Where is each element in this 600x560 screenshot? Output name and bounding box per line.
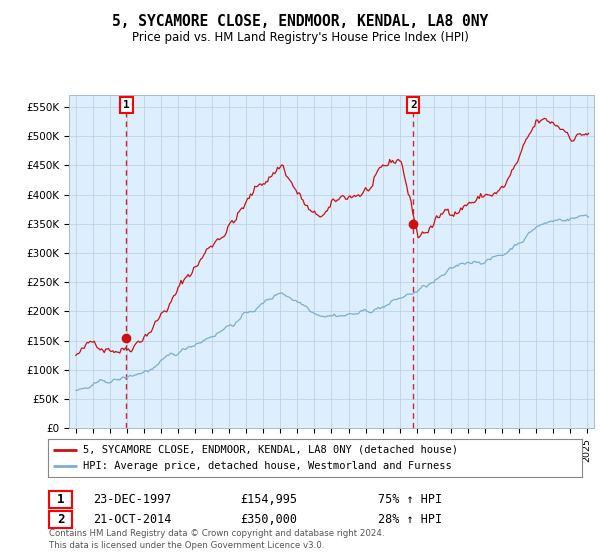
Text: 2: 2: [410, 100, 416, 110]
Text: £350,000: £350,000: [240, 513, 297, 526]
Text: Price paid vs. HM Land Registry's House Price Index (HPI): Price paid vs. HM Land Registry's House …: [131, 31, 469, 44]
Text: £154,995: £154,995: [240, 493, 297, 506]
Text: 75% ↑ HPI: 75% ↑ HPI: [378, 493, 442, 506]
Text: 5, SYCAMORE CLOSE, ENDMOOR, KENDAL, LA8 0NY: 5, SYCAMORE CLOSE, ENDMOOR, KENDAL, LA8 …: [112, 14, 488, 29]
Text: Contains HM Land Registry data © Crown copyright and database right 2024.: Contains HM Land Registry data © Crown c…: [49, 529, 385, 538]
Text: This data is licensed under the Open Government Licence v3.0.: This data is licensed under the Open Gov…: [49, 541, 325, 550]
Text: 28% ↑ HPI: 28% ↑ HPI: [378, 513, 442, 526]
Text: 1: 1: [123, 100, 130, 110]
Text: 21-OCT-2014: 21-OCT-2014: [93, 513, 172, 526]
Text: 5, SYCAMORE CLOSE, ENDMOOR, KENDAL, LA8 0NY (detached house): 5, SYCAMORE CLOSE, ENDMOOR, KENDAL, LA8 …: [83, 445, 458, 455]
Text: HPI: Average price, detached house, Westmorland and Furness: HPI: Average price, detached house, West…: [83, 461, 451, 472]
Text: 2: 2: [57, 513, 64, 526]
Text: 23-DEC-1997: 23-DEC-1997: [93, 493, 172, 506]
Text: 1: 1: [57, 493, 64, 506]
